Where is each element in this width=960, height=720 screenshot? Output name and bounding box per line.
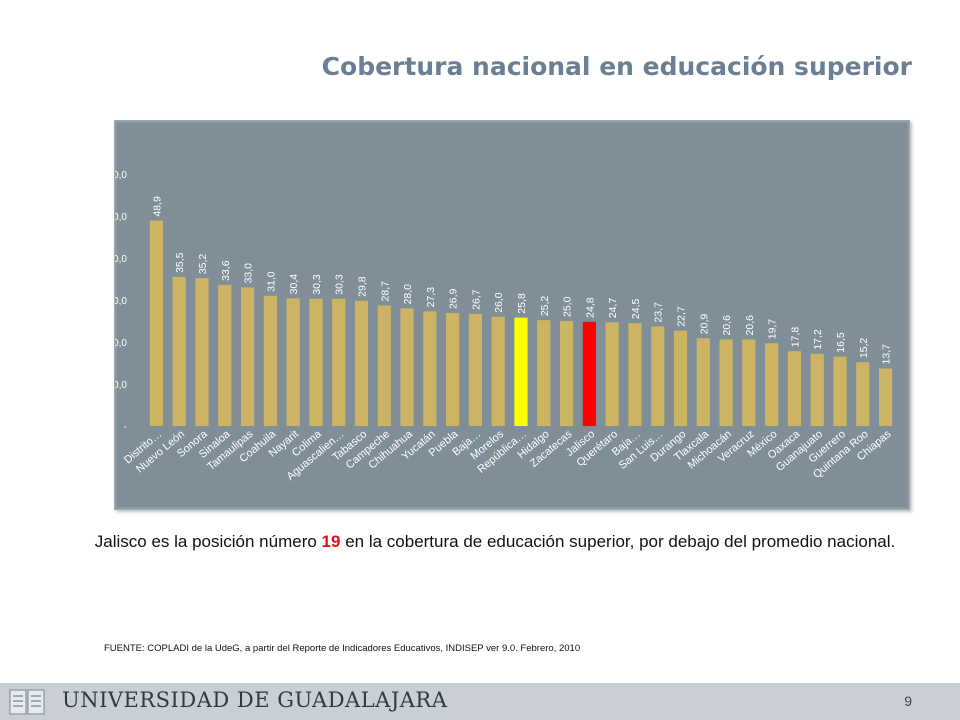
institution-name: UNIVERSIDAD DE GUADALAJARA [62,688,448,712]
bar-value-label: 35,5 [174,252,186,273]
bar [833,356,847,426]
y-tick-label: 20,0 [115,338,127,349]
bar [559,321,574,426]
bar [286,298,300,426]
bar-value-label: 20,9 [698,314,710,335]
caption: Jalisco es la posición número 19 en la c… [90,530,900,554]
bar-value-label: 26,7 [470,289,482,310]
bar-value-label: 28,0 [402,284,414,305]
bar [514,317,528,426]
bar-value-label: 48,9 [151,196,163,217]
bar [332,298,346,426]
bar-value-label: 24,5 [630,299,642,320]
source-note: FUENTE: COPLADI de la UdeG, a partir del… [104,643,581,654]
bar [309,298,323,426]
footer-bar [0,683,960,720]
bar [582,321,596,426]
bar [651,326,665,426]
bar-value-label: 22,7 [676,306,688,327]
bar [446,313,460,426]
bar-value-label: 24,7 [607,298,619,319]
bar [377,305,391,426]
bar-value-label: 25,0 [562,296,574,317]
bar-value-label: 28,7 [379,281,391,302]
bar-value-label: 35,2 [197,254,209,275]
bar-value-label: 33,6 [220,260,232,281]
bar-value-label: 16,5 [835,332,847,353]
bar-value-label: 15,2 [858,338,870,359]
slide-title: Cobertura nacional en educación superior [321,52,912,81]
bar-value-label: 20,6 [721,315,733,336]
bar [605,322,619,426]
bar-value-label: 30,3 [334,274,346,295]
bar [354,300,369,426]
bar-value-label: 30,4 [288,274,300,295]
y-tick-label: - [124,422,127,433]
y-tick-label: 60,0 [115,170,127,181]
bar-value-label: 24,8 [584,297,596,318]
chart-panel: -10,020,030,040,050,060,048,9Distrito…35… [114,120,910,510]
bar-value-label: 26,9 [448,288,460,309]
y-tick-label: 50,0 [115,212,127,223]
bar [491,316,505,426]
y-tick-label: 30,0 [115,296,127,307]
bar-value-label: 23,7 [653,302,665,323]
bar [263,295,277,426]
bar [400,308,414,426]
bar [195,278,209,426]
bar-value-label: 27,3 [425,287,437,308]
bar [240,287,255,426]
bar [878,368,893,426]
bar [537,320,551,426]
bar-value-label: 26,0 [493,292,505,313]
bar-value-label: 31,0 [265,271,277,292]
bar [218,284,232,426]
bar [810,353,824,426]
bar [742,339,756,426]
bar-value-label: 17,8 [789,327,801,348]
bar-value-label: 30,3 [311,274,323,295]
bar-chart: -10,020,030,040,050,060,048,9Distrito…35… [115,170,894,483]
bar-value-label: 17,2 [812,329,824,350]
bar-value-label: 13,7 [881,344,893,365]
bar-value-label: 29,8 [356,276,368,297]
bar-value-label: 20,6 [744,315,756,336]
y-tick-label: 40,0 [115,254,127,265]
bar-value-label: 33,0 [243,263,255,284]
page-number: 9 [904,693,912,709]
bar [696,338,710,426]
bar [856,362,870,426]
bar-value-label: 25,8 [516,293,528,314]
bar [673,330,688,426]
bar [172,276,186,426]
bar [719,339,733,426]
bar [149,220,164,426]
bar [787,351,802,426]
bar [468,313,483,426]
bar [765,343,779,426]
bar-value-label: 19,7 [767,319,779,340]
bar-value-label: 25,2 [539,296,551,317]
caption-highlight-rank: 19 [321,532,341,551]
caption-text-after: en la cobertura de educación superior, p… [340,532,896,551]
bar [628,323,642,426]
bar [423,311,437,426]
y-tick-label: 10,0 [115,380,127,391]
caption-text-before: Jalisco es la posición número [94,532,322,551]
university-seal-icon [9,689,45,715]
